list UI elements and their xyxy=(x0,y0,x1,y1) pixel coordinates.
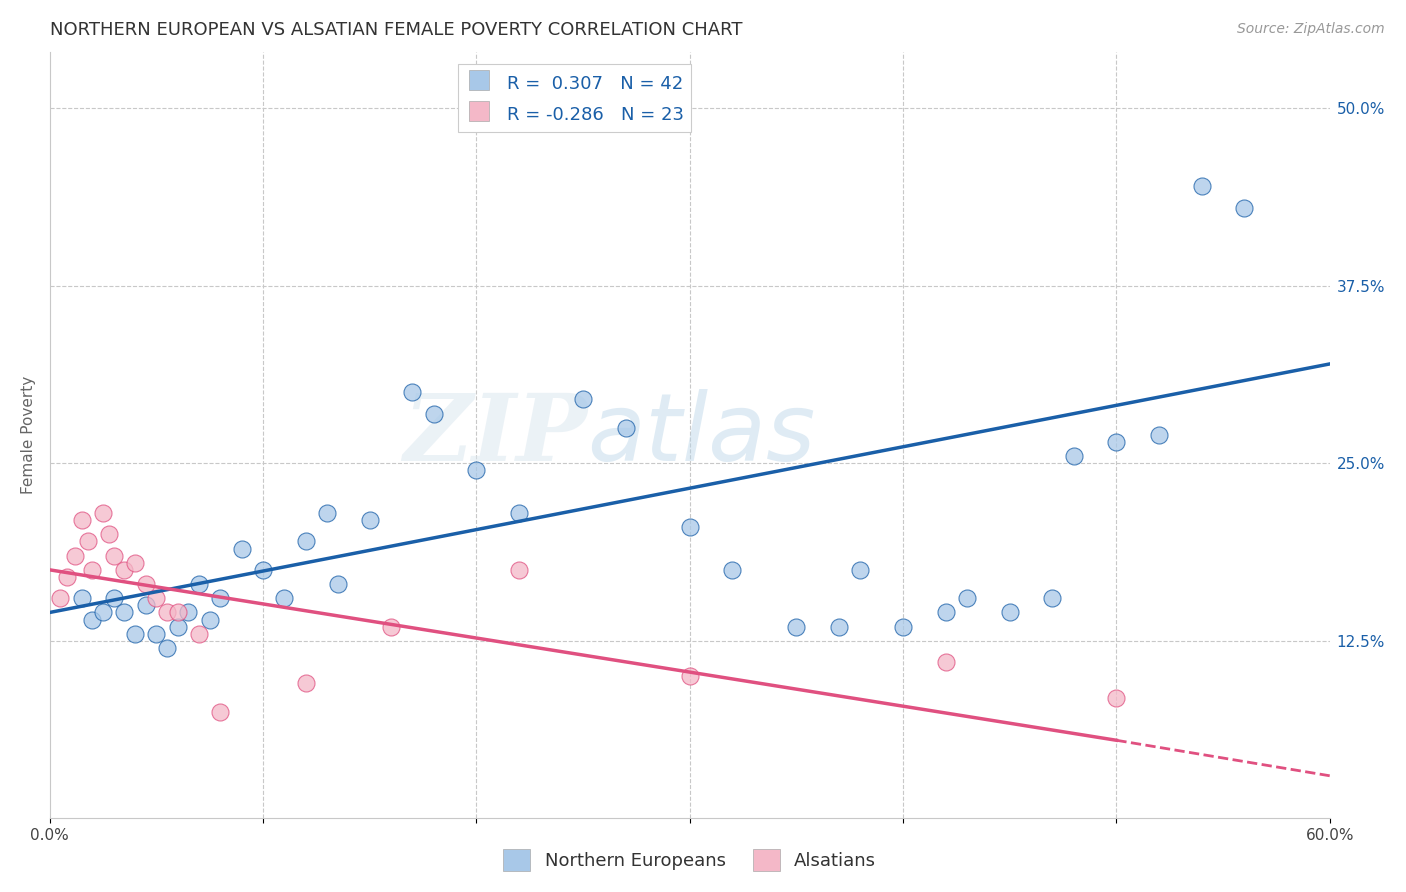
Point xyxy=(103,549,125,563)
Point xyxy=(231,541,253,556)
Point xyxy=(112,563,135,577)
Point xyxy=(103,591,125,606)
Point xyxy=(956,591,979,606)
Legend: Northern Europeans, Alsatians: Northern Europeans, Alsatians xyxy=(496,842,883,879)
Point xyxy=(316,506,339,520)
Point xyxy=(124,626,146,640)
Point xyxy=(177,606,200,620)
Point xyxy=(135,577,157,591)
Point xyxy=(77,534,100,549)
Point xyxy=(209,591,232,606)
Point xyxy=(891,620,914,634)
Point xyxy=(82,563,104,577)
Point xyxy=(1040,591,1063,606)
Point xyxy=(679,669,702,683)
Point xyxy=(82,613,104,627)
Point xyxy=(508,506,530,520)
Point xyxy=(359,513,381,527)
Point xyxy=(49,591,72,606)
Point xyxy=(1063,449,1085,463)
Point xyxy=(785,620,807,634)
Point xyxy=(166,606,188,620)
Point xyxy=(65,549,87,563)
Point xyxy=(252,563,274,577)
Point xyxy=(294,676,316,690)
Point xyxy=(98,527,121,541)
Point xyxy=(935,655,957,669)
Point xyxy=(188,626,211,640)
Point xyxy=(56,570,79,584)
Point xyxy=(828,620,851,634)
Point xyxy=(721,563,744,577)
Point xyxy=(145,626,167,640)
Text: ZIP: ZIP xyxy=(404,390,588,480)
Point xyxy=(614,421,637,435)
Point xyxy=(572,392,595,407)
Point xyxy=(70,591,93,606)
Point xyxy=(679,520,702,534)
Point xyxy=(1233,201,1256,215)
Point xyxy=(198,613,221,627)
Y-axis label: Female Poverty: Female Poverty xyxy=(21,376,35,494)
Point xyxy=(998,606,1021,620)
Point xyxy=(849,563,872,577)
Text: NORTHERN EUROPEAN VS ALSATIAN FEMALE POVERTY CORRELATION CHART: NORTHERN EUROPEAN VS ALSATIAN FEMALE POV… xyxy=(49,21,742,39)
Point xyxy=(1191,179,1213,194)
Point xyxy=(294,534,316,549)
Point xyxy=(112,606,135,620)
Point xyxy=(1147,428,1170,442)
Point xyxy=(273,591,295,606)
Point xyxy=(326,577,349,591)
Text: atlas: atlas xyxy=(588,390,815,481)
Point xyxy=(209,705,232,719)
Point xyxy=(124,556,146,570)
Point xyxy=(156,640,179,655)
Point xyxy=(135,599,157,613)
Point xyxy=(91,606,114,620)
Point xyxy=(508,563,530,577)
Point xyxy=(70,513,93,527)
Point xyxy=(166,620,188,634)
Point xyxy=(380,620,402,634)
Point xyxy=(91,506,114,520)
Point xyxy=(145,591,167,606)
Point xyxy=(1105,435,1128,450)
Point xyxy=(188,577,211,591)
Point xyxy=(422,407,444,421)
Point xyxy=(401,385,423,400)
Point xyxy=(156,606,179,620)
Point xyxy=(1105,690,1128,705)
Point xyxy=(935,606,957,620)
Text: Source: ZipAtlas.com: Source: ZipAtlas.com xyxy=(1237,22,1385,37)
Point xyxy=(465,463,488,477)
